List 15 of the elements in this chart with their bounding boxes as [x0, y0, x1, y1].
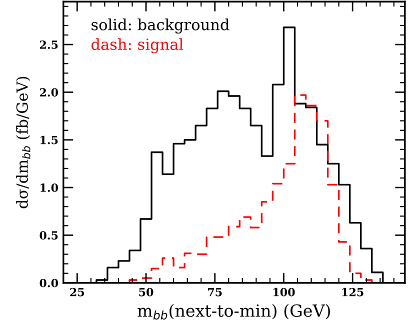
y-tick-label: 0.5 [40, 231, 58, 240]
y-tick-label: 2.0 [40, 88, 58, 97]
y-tick-label: 2.5 [40, 40, 58, 49]
annotation: solid: background [92, 18, 230, 34]
y-tick-label: 0.0 [40, 278, 58, 288]
x-tick-label: 75 [208, 288, 222, 296]
x-tick-label: 125 [342, 288, 364, 296]
x-tick-label: 50 [139, 288, 154, 296]
y-axis-title: dσ/dm$_{bb}$ (fb/GeV) [16, 76, 30, 208]
x-tick-label: 25 [70, 288, 84, 296]
annotation: dash: signal [91, 38, 184, 54]
x-axis-title: m$_{bb}$(next-to-min) (GeV) [138, 304, 330, 320]
y-tick-label: 1.0 [40, 184, 58, 192]
x-tick-label: 100 [273, 288, 295, 296]
y-tick-label: 1.5 [40, 136, 58, 144]
